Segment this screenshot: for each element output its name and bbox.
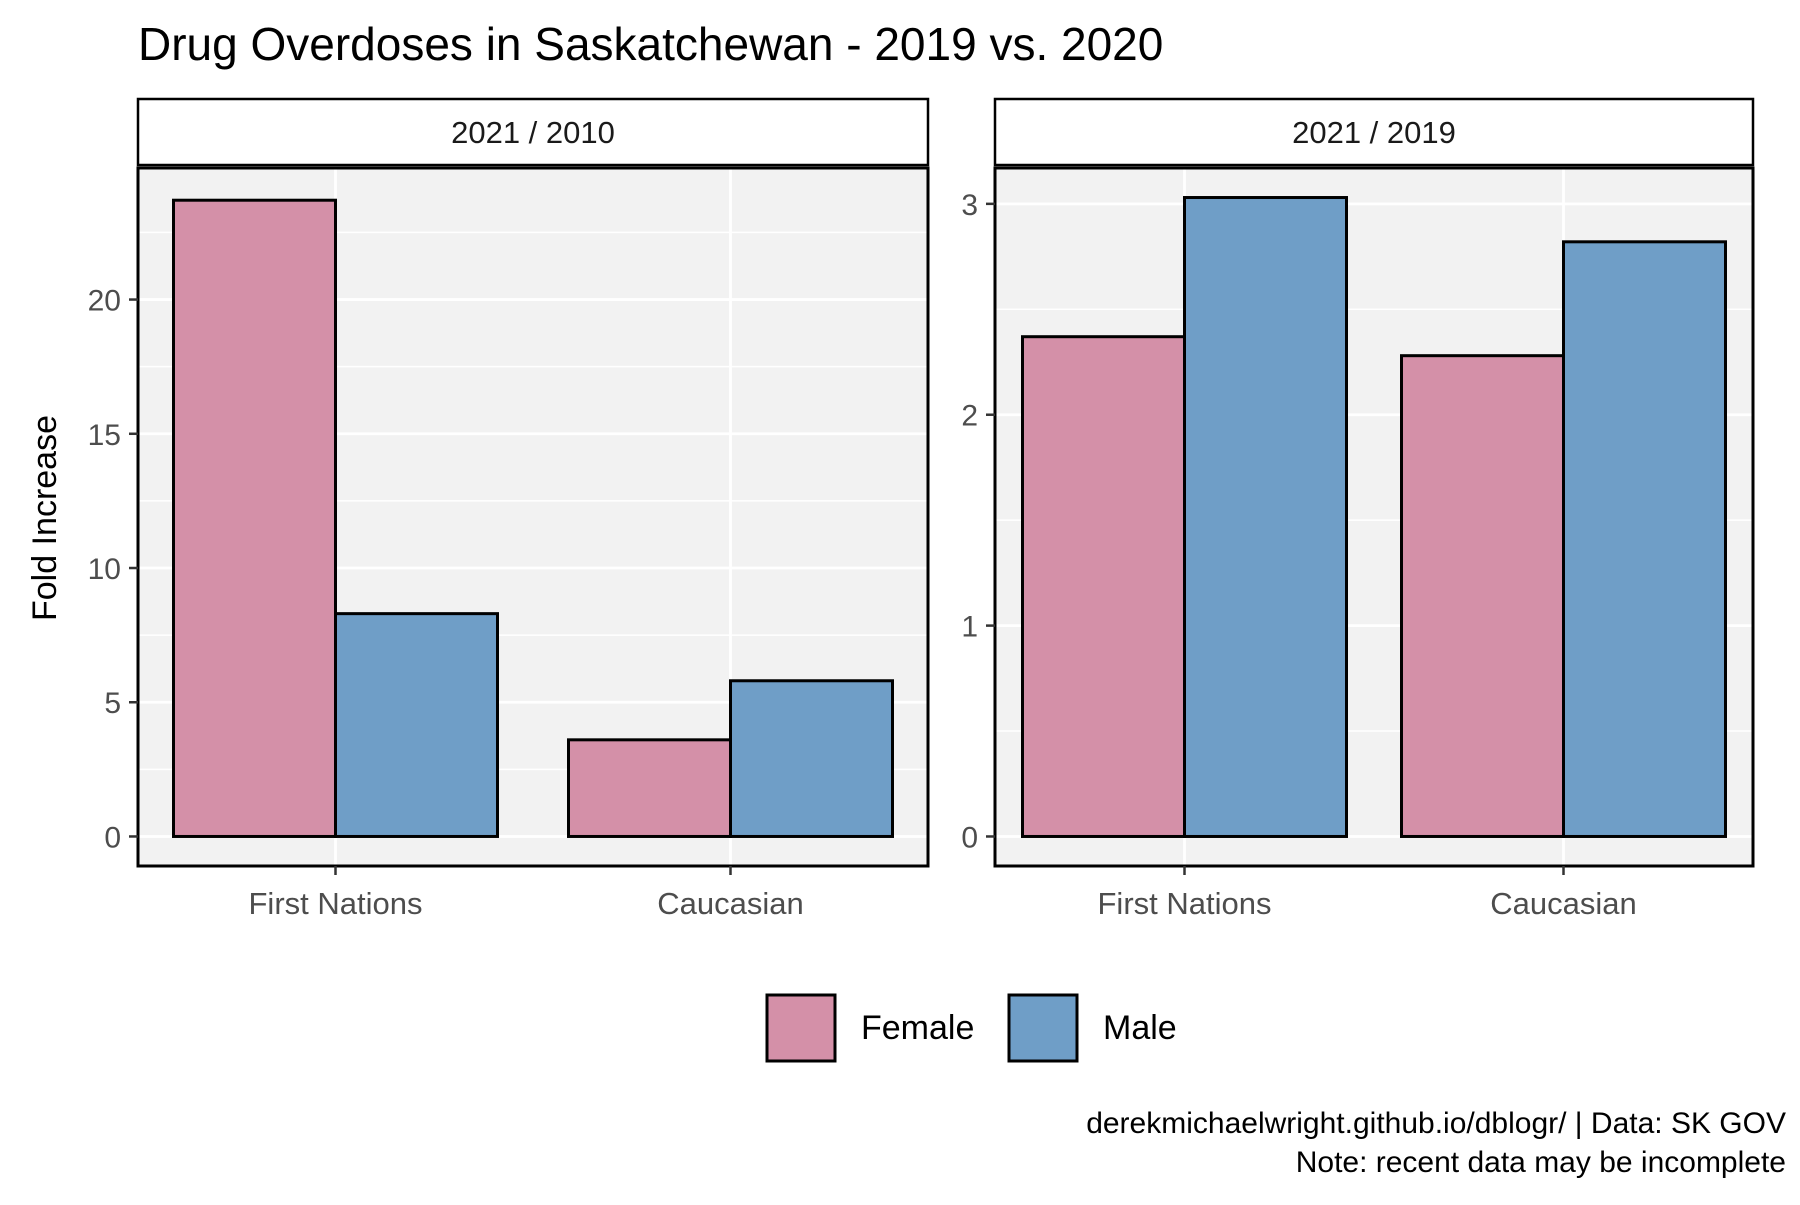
bar-female-first-nations [172,198,337,838]
chart-title: Drug Overdoses in Saskatchewan - 2019 vs… [138,18,1163,70]
bar-male-first-nations [1183,196,1348,838]
y-tick-label: 0 [104,821,121,854]
facet-strip [136,97,930,167]
caption-line-1: derekmichaelwright.github.io/dblogr/ | D… [1086,1107,1786,1140]
panel-1: 2021 / 2010 0 5 10 15 20 First Nations Caucasia… [88,97,930,921]
x-tick-label: First Nations [249,886,423,921]
bar-male-first-nations [334,612,499,838]
legend: Female Male [765,993,1177,1063]
facet-label: 2021 / 2010 [451,115,615,150]
legend-item-female: Female [765,993,974,1063]
facet-label: 2021 / 2019 [1292,115,1456,150]
panel-border [993,166,1755,868]
caption-line-2: Note: recent data may be incomplete [1296,1146,1786,1179]
y-tick-label: 2 [961,400,978,433]
panel-border [136,166,930,868]
legend-label: Male [1103,1009,1177,1047]
legend-item-male: Male [1007,993,1177,1063]
y-tick-label: 0 [961,821,978,854]
legend-label: Female [861,1009,974,1047]
y-tick-label: 10 [88,553,121,586]
bar-female-caucasian [1400,354,1565,838]
bar-female-caucasian [567,738,732,838]
x-tick-label: Caucasian [1490,886,1636,921]
x-tick-label: First Nations [1098,886,1272,921]
bar-female-first-nations [1021,335,1186,838]
bar-male-caucasian [729,679,894,838]
panel-2: 2021 / 2019 0 1 2 3 First Nations Caucasian [961,97,1755,921]
y-tick-label: 1 [961,611,978,644]
y-tick-label: 20 [88,285,121,318]
legend-key [1007,993,1079,1063]
legend-key [765,993,837,1063]
y-tick-label: 3 [961,189,978,222]
y-tick-label: 5 [104,687,121,720]
y-tick-label: 15 [88,419,121,452]
bar-male-caucasian [1562,240,1727,838]
y-axis-label: Fold Increase [26,415,64,621]
x-tick-label: Caucasian [657,886,803,921]
facet-strip [993,97,1755,167]
